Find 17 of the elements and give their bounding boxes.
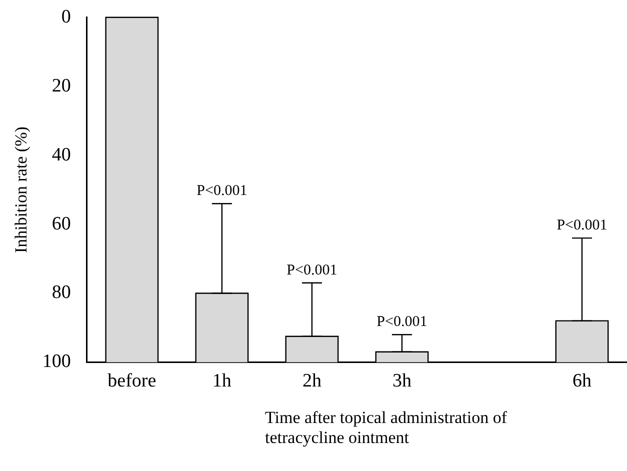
x-tick-label: 6h	[572, 370, 592, 392]
y-axis-title: Inhibition rate (%)	[12, 126, 31, 254]
y-tick-label: 20	[52, 75, 71, 96]
x-tick-label: before	[108, 370, 156, 392]
x-tick-label: 3h	[392, 370, 412, 392]
y-tick-label: 40	[52, 144, 71, 166]
y-tick-label: 80	[52, 282, 71, 304]
y-tick-label: 100	[42, 351, 71, 372]
annotation: P<0.001	[196, 183, 248, 200]
x-tick-label: 2h	[302, 370, 322, 392]
y-tick-label: 60	[52, 213, 71, 234]
annotation: P<0.001	[556, 218, 608, 234]
x-axis-title: Time after topical administration of tetracycline ointment	[265, 408, 508, 448]
y-tick-label: 0	[61, 6, 71, 28]
x-tick-label: 1h	[212, 370, 232, 392]
annotation: P<0.001	[286, 262, 338, 278]
annotation: P<0.001	[376, 314, 428, 330]
